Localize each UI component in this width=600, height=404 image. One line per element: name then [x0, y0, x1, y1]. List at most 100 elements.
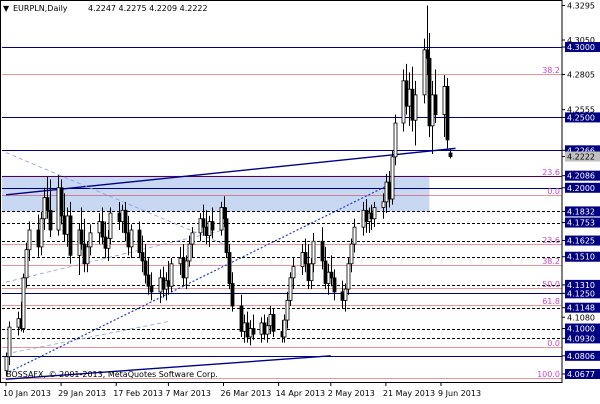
y-tick-label: 4.1000 [567, 325, 595, 334]
candle-body [227, 252, 232, 284]
candle-body [369, 212, 374, 220]
candle-body [137, 229, 142, 253]
candle-body [42, 197, 47, 220]
candle-body [259, 322, 264, 335]
candle [291, 258, 296, 290]
candle-body [381, 201, 386, 208]
price-tag [565, 112, 600, 123]
candle [210, 207, 215, 239]
candle-body [207, 221, 212, 237]
y-tick-label: 4.2086 [567, 172, 595, 181]
candle [349, 238, 354, 273]
candle-body [219, 207, 224, 231]
candle [372, 201, 377, 228]
candle [146, 258, 151, 295]
candle [7, 321, 12, 366]
trend-line[interactable] [5, 355, 331, 380]
candle-body [448, 152, 453, 157]
candle [137, 221, 142, 259]
candle-body [300, 252, 305, 267]
candle-body [4, 356, 9, 372]
candle [169, 258, 174, 292]
candle-body [401, 80, 406, 124]
y-tick-label: 4.1510 [567, 253, 595, 262]
y-tick-label: 4.1148 [567, 304, 595, 313]
fibo-level-label: 0.0 [547, 339, 560, 348]
fibo-level-label: 100.0 [537, 370, 560, 379]
candle-body [21, 277, 26, 329]
candle-body [85, 246, 90, 265]
header-arrow[interactable]: ▼ [3, 4, 10, 13]
price-tag [565, 217, 600, 228]
candle-body [343, 288, 348, 301]
x-tick-label: 9 Jun 2013 [438, 389, 481, 398]
trend-line[interactable] [5, 147, 456, 196]
candle-body [430, 94, 435, 127]
candle [239, 294, 244, 337]
candle-body [117, 212, 122, 222]
candle-body [190, 232, 195, 245]
candle-body [390, 156, 395, 200]
candle-body [427, 57, 432, 127]
candle [68, 201, 73, 264]
candle [285, 291, 290, 329]
candle [59, 179, 64, 225]
candle-body [149, 285, 154, 293]
candle-body [123, 209, 128, 234]
candle [271, 308, 276, 337]
candle [390, 151, 395, 205]
y-tick-label: 4.0930 [567, 334, 595, 343]
x-tick-label: 26 Mar 2013 [221, 389, 272, 398]
candle-body [442, 86, 447, 115]
trend-line[interactable] [5, 152, 224, 245]
candle [140, 235, 145, 273]
x-tick-label: 7 Mar 2013 [165, 389, 211, 398]
x-tick-label: 17 Feb 2013 [113, 389, 163, 398]
x-tick-label: 14 Apr 2013 [276, 389, 325, 398]
candle-body [24, 249, 29, 279]
price-tag [565, 251, 600, 262]
price-tag [565, 182, 600, 193]
candle [445, 78, 450, 149]
candle [448, 149, 453, 159]
candle [190, 227, 195, 259]
candle-body [166, 280, 171, 287]
candle-body [97, 221, 102, 234]
price-tag [565, 350, 600, 361]
candle [433, 69, 438, 124]
trend-line[interactable] [5, 185, 387, 375]
candle [282, 314, 287, 343]
candle-body [178, 257, 183, 265]
y-tick-label: 4.1250 [567, 289, 595, 298]
candle [393, 114, 398, 166]
candle-body [120, 209, 125, 222]
candle [427, 32, 432, 138]
candle [303, 238, 308, 273]
candle [45, 176, 50, 219]
candle-body [425, 49, 430, 59]
price-tag [565, 288, 600, 299]
candle-body [346, 263, 351, 290]
candle [100, 207, 105, 245]
trend-line[interactable] [5, 229, 224, 283]
candle [230, 272, 235, 312]
y-tick-label: 4.1832 [567, 207, 595, 216]
price-tag [565, 42, 600, 53]
candle-body [306, 263, 311, 282]
candle-body [265, 325, 270, 335]
candle-body [143, 260, 148, 276]
candle-body [62, 215, 67, 235]
price-tag [565, 368, 600, 379]
candle-body [262, 322, 267, 335]
price-tag [565, 279, 600, 290]
candle [187, 235, 192, 267]
candle-body [45, 197, 50, 211]
candle-body [445, 86, 450, 141]
candle [224, 207, 229, 259]
candle-body [340, 291, 345, 301]
candle [27, 221, 32, 261]
y-tick-label: 4.3000 [567, 43, 595, 52]
candle [24, 242, 29, 288]
